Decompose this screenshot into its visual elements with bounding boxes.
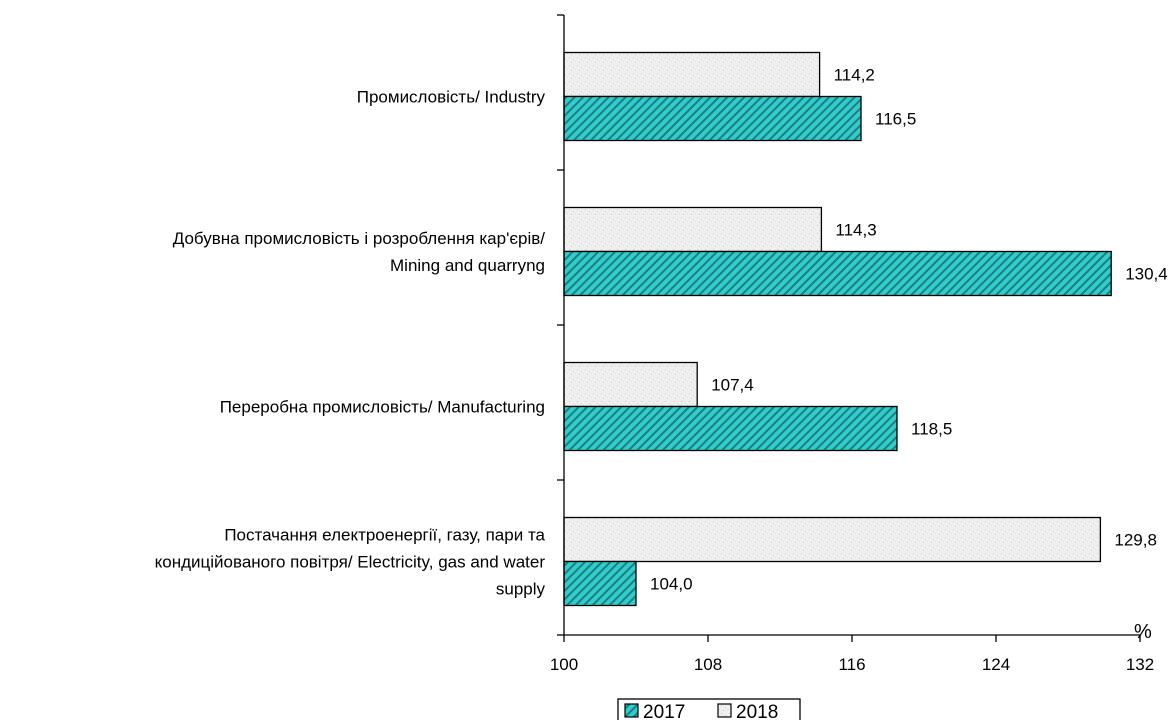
value-label: 130,4 xyxy=(1125,265,1168,284)
x-unit-label: % xyxy=(1134,621,1152,643)
x-tick-label: 116 xyxy=(838,655,865,674)
value-label: 104,0 xyxy=(650,575,693,594)
category-label: кондиційованого повітря/ Electricity, ga… xyxy=(155,553,546,572)
value-label: 118,5 xyxy=(911,420,952,439)
value-labels: 114,2 116,5 114,3 130,4 107,4 118,5 129,8 104,0 xyxy=(650,66,1168,594)
x-tick-label: 124 xyxy=(982,655,1010,674)
bar-2018 xyxy=(563,206,823,253)
category-labels: Промисловість/ Industry Добувна промислов… xyxy=(155,88,546,599)
x-tick-label: 132 xyxy=(1126,655,1154,674)
legend: 2017 2018 xyxy=(617,698,801,720)
value-label: 129,8 xyxy=(1114,531,1157,550)
value-label: 107,4 xyxy=(711,376,754,395)
value-label: 116,5 xyxy=(875,110,916,129)
bar-2018 xyxy=(563,361,698,408)
bar-2017 xyxy=(563,405,898,452)
legend-label-2018: 2018 xyxy=(736,702,778,720)
category-label: Постачання електроенергії, газу, пари та xyxy=(224,526,545,545)
category-label: Mining and quarryng xyxy=(390,256,545,275)
bar-2017 xyxy=(563,250,1112,297)
legend-box xyxy=(617,698,801,720)
bar-2017 xyxy=(563,95,862,142)
x-tick-label: 108 xyxy=(694,655,722,674)
bar-2018 xyxy=(563,51,821,98)
value-label: 114,2 xyxy=(834,66,875,85)
category-label: Добувна промисловість і розроблення кар'… xyxy=(173,229,546,248)
axes: 100 108 116 124 132% xyxy=(550,14,1154,674)
category-label: supply xyxy=(496,580,546,599)
x-tick-label: 100 xyxy=(550,655,578,674)
value-label: 114,3 xyxy=(835,221,876,240)
category-label: Переробна промисловість/ Manufacturing xyxy=(220,398,545,417)
legend-label-2017: 2017 xyxy=(643,702,685,720)
bar-2018 xyxy=(563,516,1102,563)
legend-swatch-2018 xyxy=(717,703,732,718)
bars xyxy=(563,51,1112,607)
bar-2017 xyxy=(563,560,637,607)
category-label: Промисловість/ Industry xyxy=(357,88,546,107)
legend-swatch-2017 xyxy=(624,703,639,718)
